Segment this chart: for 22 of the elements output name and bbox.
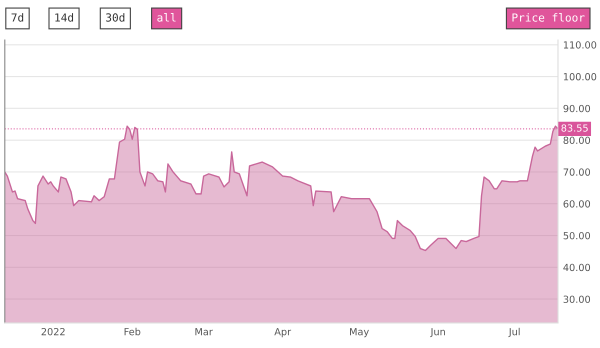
y-tick-label: 60.00 — [564, 200, 590, 208]
text: 14d — [55, 13, 74, 22]
y-tick-label: 80.00 — [564, 136, 590, 144]
text: 30d — [106, 13, 124, 22]
x-tick-label: 2022 — [42, 328, 65, 336]
x-tick-label: May — [350, 328, 369, 338]
ref-line-label: 83.55 — [561, 124, 588, 132]
x-tick-label: Apr — [274, 328, 292, 338]
x-tick-label: Mar — [195, 328, 213, 336]
y-tick-label: 70.00 — [564, 168, 590, 176]
x-tick-label: Jun — [430, 328, 445, 338]
text: all — [157, 13, 176, 22]
y-tick-label: 90.00 — [563, 104, 590, 112]
x-tick-label: Feb — [124, 328, 140, 336]
x-tick-label: Jul — [508, 328, 520, 338]
y-tick-label: 30.00 — [564, 296, 590, 303]
y-tick-label: 110.00 — [564, 41, 596, 49]
y-tick-label: 40.00 — [563, 264, 590, 272]
y-tick-label: 100.00 — [564, 73, 596, 80]
y-tick-label: 50.00 — [564, 232, 590, 240]
text: 7d — [12, 13, 24, 22]
text: Price floor — [512, 13, 585, 22]
